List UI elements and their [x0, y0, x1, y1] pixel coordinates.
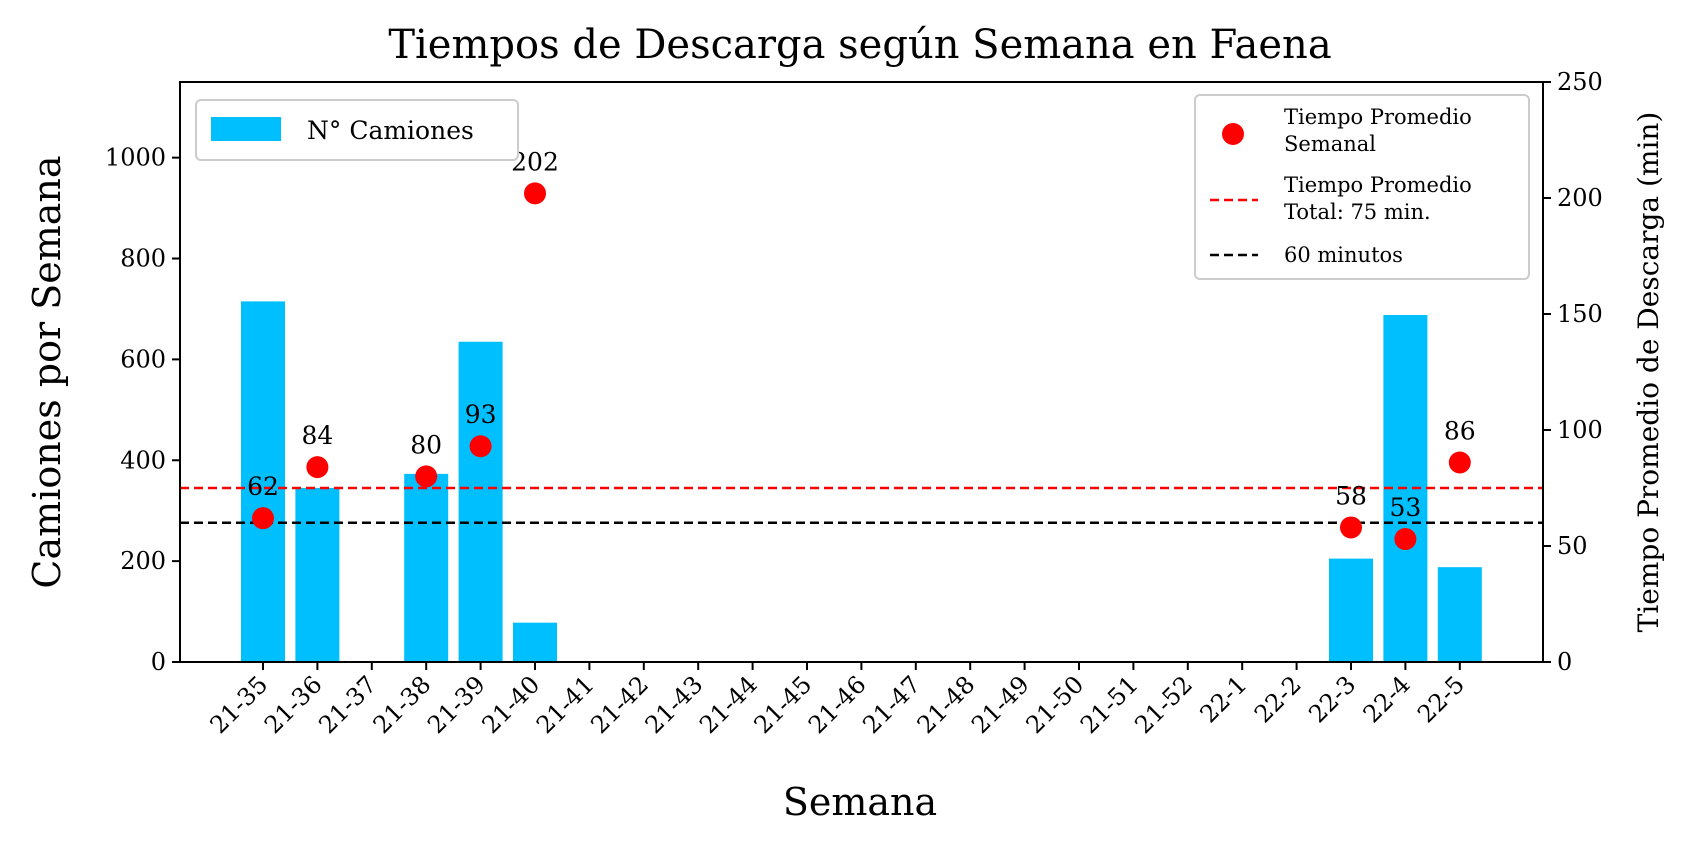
bar-21-35 — [241, 301, 285, 662]
bar-series — [241, 301, 1482, 662]
x-tick-label-21-38: 21-38 — [368, 670, 437, 739]
legend-label-tiempo-total-2: Total: 75 min. — [1284, 200, 1431, 224]
legend-label-camiones: N° Camiones — [307, 116, 474, 145]
bar-22-5 — [1437, 567, 1482, 662]
x-tick-label-21-46: 21-46 — [803, 670, 872, 739]
legend-right-frame — [1194, 94, 1530, 280]
x-tick-label-21-40: 21-40 — [477, 670, 546, 739]
x-tick-label-22-2: 22-2 — [1249, 670, 1307, 728]
scatter-series — [252, 182, 1471, 551]
point-label-21-35: 62 — [247, 472, 279, 501]
bar-21-36 — [295, 488, 340, 662]
point-21-40 — [524, 182, 546, 205]
bar-21-38 — [404, 473, 449, 662]
reference-lines — [180, 486, 1543, 525]
bar-22-3 — [1329, 558, 1373, 662]
legend-right: Tiempo Promedio Semanal Tiempo Promedio … — [1194, 94, 1530, 280]
x-tick-label-22-4: 22-4 — [1358, 670, 1416, 728]
bar-21-39 — [458, 341, 503, 662]
legend-left-frame — [195, 99, 519, 161]
point-22-5 — [1448, 451, 1471, 474]
left-tick-label-1000: 1000 — [105, 144, 166, 172]
legend-label-60-minutos: 60 minutos — [1284, 243, 1403, 267]
legend-label-tiempo-total-1: Tiempo Promedio — [1284, 173, 1472, 197]
right-tick-label-0: 0 — [1557, 648, 1572, 676]
x-tick-label-21-35: 21-35 — [205, 670, 274, 739]
left-axis-label: Camiones por Semana — [25, 155, 69, 588]
point-labels: 62 84 80 93 202 58 53 86 — [247, 147, 1476, 522]
point-label-22-3: 58 — [1335, 481, 1367, 510]
point-label-22-5: 86 — [1444, 416, 1476, 445]
x-tick-label-21-49: 21-49 — [966, 670, 1035, 739]
x-tick-label-21-42: 21-42 — [585, 670, 654, 739]
x-tick-label-21-41: 21-41 — [531, 670, 600, 739]
x-tick-label-21-36: 21-36 — [259, 670, 328, 739]
legend-label-tiempo-semanal-1: Tiempo Promedio — [1284, 105, 1472, 129]
legend-swatch-camiones — [211, 117, 281, 141]
x-tick-label-21-44: 21-44 — [694, 670, 763, 739]
point-label-21-40: 202 — [511, 147, 559, 176]
x-axis-ticks: 21-3521-3621-3721-3821-3921-4021-4121-42… — [205, 662, 1470, 739]
x-tick-label-22-1: 22-1 — [1195, 670, 1253, 728]
x-tick-label-21-52: 21-52 — [1129, 670, 1198, 739]
x-tick-label-21-37: 21-37 — [313, 670, 382, 739]
right-axis-ticks: 0 50 100 150 200 250 — [1543, 68, 1603, 676]
point-label-21-38: 80 — [410, 430, 442, 459]
point-22-3 — [1340, 516, 1362, 539]
point-21-39 — [469, 435, 492, 458]
bar-21-40 — [513, 622, 557, 662]
point-21-35 — [252, 507, 274, 530]
chart-title: Tiempos de Descarga según Semana en Faen… — [388, 22, 1331, 68]
right-tick-label-100: 100 — [1557, 416, 1603, 444]
left-tick-label-200: 200 — [120, 547, 166, 575]
right-tick-label-250: 250 — [1557, 68, 1603, 96]
x-tick-label-21-48: 21-48 — [912, 670, 981, 739]
point-label-22-4: 53 — [1389, 493, 1421, 522]
right-tick-label-200: 200 — [1557, 184, 1603, 212]
left-axis-ticks: 0 200 400 600 800 1000 — [105, 144, 180, 676]
right-tick-label-150: 150 — [1557, 300, 1603, 328]
x-axis-label: Semana — [783, 780, 937, 824]
x-tick-label-21-47: 21-47 — [857, 670, 926, 739]
legend-marker-tiempo-semanal — [1222, 123, 1244, 145]
point-21-38 — [415, 465, 438, 488]
legend-left: N° Camiones — [195, 99, 519, 161]
x-tick-label-21-43: 21-43 — [640, 670, 709, 739]
left-tick-label-800: 800 — [120, 245, 166, 273]
legend-label-tiempo-semanal-2: Semanal — [1284, 132, 1376, 156]
left-tick-label-0: 0 — [151, 648, 166, 676]
x-tick-label-21-51: 21-51 — [1075, 670, 1144, 739]
x-tick-label-21-39: 21-39 — [422, 670, 491, 739]
x-tick-label-22-3: 22-3 — [1303, 670, 1361, 728]
x-tick-label-21-45: 21-45 — [749, 670, 818, 739]
point-label-21-39: 93 — [465, 400, 497, 429]
left-tick-label-400: 400 — [120, 446, 166, 474]
point-21-36 — [306, 456, 329, 479]
point-label-21-36: 84 — [301, 421, 333, 450]
x-tick-label-22-5: 22-5 — [1412, 670, 1470, 728]
point-22-4 — [1394, 528, 1417, 551]
right-axis-label: Tiempo Promedio de Descarga (min) — [1632, 112, 1665, 633]
left-tick-label-600: 600 — [120, 345, 166, 373]
right-tick-label-50: 50 — [1557, 532, 1588, 560]
x-tick-label-21-50: 21-50 — [1021, 670, 1090, 739]
